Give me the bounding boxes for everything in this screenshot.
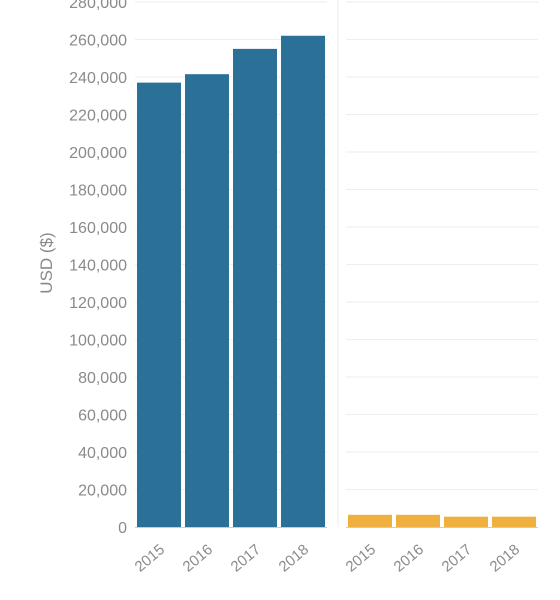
y-tick-label: 80,000 — [78, 370, 127, 387]
y-tick-label: 180,000 — [69, 183, 127, 200]
x-tick-label: 2015 — [132, 541, 168, 575]
y-tick-label: 0 — [118, 520, 127, 537]
bar-2018[interactable] — [492, 516, 536, 527]
bar-2017[interactable] — [444, 516, 488, 527]
y-tick-label: 280,000 — [69, 0, 127, 12]
x-tick-label: 2017 — [228, 541, 264, 575]
y-tick-label: 140,000 — [69, 258, 127, 275]
x-tick-label: 2016 — [391, 541, 427, 575]
panel-1: 2015 2016 2017 2018 — [132, 35, 327, 576]
bar-2017[interactable] — [233, 48, 277, 527]
x-tick-label: 2016 — [180, 541, 216, 575]
bar-2016[interactable] — [396, 514, 440, 527]
x-tick-label: 2015 — [343, 541, 379, 575]
x-tick-label: 2018 — [487, 541, 523, 575]
y-tick-label: 20,000 — [78, 483, 127, 500]
x-tick-label: 2017 — [439, 541, 475, 575]
bar-2015[interactable] — [137, 82, 181, 527]
bar-2018[interactable] — [281, 35, 325, 527]
chart-panels: 2015 2016 2017 2018 2015 2016 2017 2018 — [132, 35, 538, 576]
bar-2016[interactable] — [185, 74, 229, 527]
x-tick-label: 2018 — [276, 541, 312, 575]
y-tick-label: 100,000 — [69, 333, 127, 350]
y-tick-label: 60,000 — [78, 408, 127, 425]
y-tick-label: 220,000 — [69, 108, 127, 125]
y-tick-label: 200,000 — [69, 145, 127, 162]
y-axis-ticks: 0 20,000 40,000 60,000 80,000 100,000 120,000 1… — [69, 0, 127, 537]
y-tick-label: 40,000 — [78, 445, 127, 462]
y-tick-label: 120,000 — [69, 295, 127, 312]
y-axis-title: USD ($) — [37, 232, 56, 293]
y-tick-label: 260,000 — [69, 33, 127, 50]
y-tick-label: 240,000 — [69, 70, 127, 87]
bar-2015[interactable] — [348, 514, 392, 527]
y-tick-label: 160,000 — [69, 220, 127, 237]
panel-2: 2015 2016 2017 2018 — [343, 514, 538, 576]
